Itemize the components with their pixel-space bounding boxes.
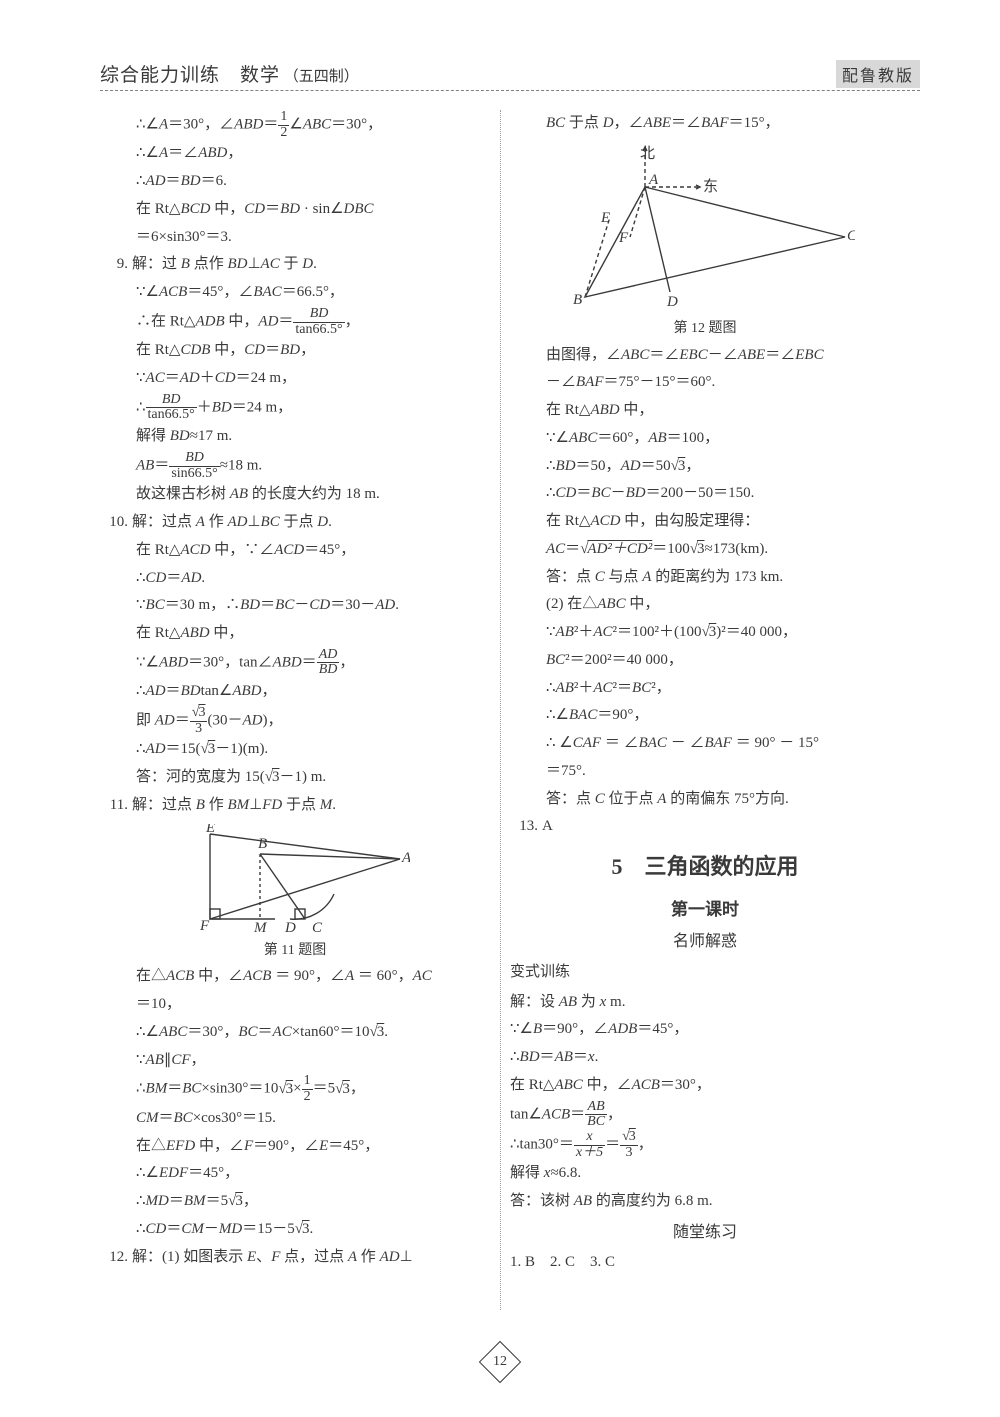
p12-l12: (2) 在△ABC 中， xyxy=(546,591,900,619)
p12-l10: AC＝AD²＋CD²＝1003≈173(km). xyxy=(546,536,900,564)
p12-l11: 答：点 C 与点 A 的距离约为 173 km. xyxy=(546,564,900,592)
p12-l13: ∵AB²＋AC²＝100²＋(1003)²＝40 000， xyxy=(546,619,900,647)
variant-title: 变式训练 xyxy=(510,959,900,987)
svg-text:E: E xyxy=(205,824,215,836)
p11-l8: 在△EFD 中，∠F＝90°，∠E＝45°， xyxy=(136,1133,490,1161)
p9-l4: 在 Rt△CDB 中，CD＝BD， xyxy=(136,337,490,365)
p12-l9: 在 Rt△ACD 中，由勾股定理得： xyxy=(546,508,900,536)
p9-l6: ∴BDtan66.5°＋BD＝24 m， xyxy=(136,393,490,423)
p12-l6: ∵∠ABC＝60°，AB＝100， xyxy=(546,425,900,453)
figure-12: 北 东 A E F B D C xyxy=(555,142,855,312)
p12-l15: ∴AB²＋AC²＝BC²， xyxy=(546,675,900,703)
p8-l5: ＝6×sin30°＝3. xyxy=(136,224,490,252)
p12-l14: BC²＝200²＝40 000， xyxy=(546,647,900,675)
p9-head: 9.解：过 B 点作 BD⊥AC 于 D. xyxy=(100,251,490,279)
p9-l9: 故这棵古杉树 AB 的长度大约为 18 m. xyxy=(136,481,490,509)
svg-text:北: 北 xyxy=(640,145,655,162)
svg-text:A: A xyxy=(401,850,410,866)
sec-b2: ∵∠B＝90°，∠ADB＝45°， xyxy=(510,1016,900,1044)
page-header: 综合能力训练 数学 （五四制） 配鲁教版 xyxy=(100,60,920,91)
p11-l6: ∴BM＝BC×sin30°＝103×12＝53， xyxy=(136,1074,490,1104)
p10-l10: 答：河的宽度为 15(3－1) m. xyxy=(136,764,490,792)
p12-l19: 答：点 C 位于点 A 的南偏东 75°方向. xyxy=(546,786,900,814)
p12-l3: 由图得，∠ABC＝∠EBC－∠ABE＝∠EBC xyxy=(546,342,900,370)
svg-text:D: D xyxy=(284,920,296,934)
sec-b5: tan∠ACB＝ABBC， xyxy=(510,1100,900,1130)
p12-head: 12.解：(1) 如图表示 E、F 点，过点 A 作 AD⊥ xyxy=(100,1244,490,1272)
p10-head: 10.解：过点 A 作 AD⊥BC 于点 D. xyxy=(100,509,490,537)
page-number: 12 xyxy=(485,1347,515,1377)
p11-cont: ∴CD＝CM－MD＝15－53. xyxy=(136,1216,490,1244)
p9-l8: AB＝BDsin66.5°≈18 m. xyxy=(136,451,490,481)
p12-l18: ＝75°. xyxy=(546,758,900,786)
p8-l1: ∴∠A＝30°，∠ABD＝12∠ABC＝30°， xyxy=(136,110,490,140)
figure-11: E B A F M D C xyxy=(180,824,410,934)
p9-l5: ∵AC＝AD＋CD＝24 m， xyxy=(136,365,490,393)
lesson-1-title: 第一课时 xyxy=(510,894,900,925)
p10-l5: 在 Rt△ABD 中， xyxy=(136,620,490,648)
sec-b8: 答：该树 AB 的高度约为 6.8 m. xyxy=(510,1188,900,1216)
p10-l9: ∴AD＝15(3－1)(m). xyxy=(136,736,490,764)
p10-l4: ∵BC＝30 m，∴BD＝BC－CD＝30－AD. xyxy=(136,592,490,620)
p11-l9: ∴∠EDF＝45°， xyxy=(136,1160,490,1188)
section-5-title: 5 三角函数的应用 xyxy=(510,847,900,888)
p8-l3: ∴AD＝BD＝6. xyxy=(136,168,490,196)
p8-l2: ∴∠A＝∠ABD， xyxy=(136,140,490,168)
sec-b3: ∴BD＝AB＝x. xyxy=(510,1044,900,1072)
p12-l17: ∴ ∠CAF ＝ ∠BAC － ∠BAF ＝ 90° － 15° xyxy=(546,730,900,758)
p11-l4: ∴∠ABC＝30°，BC＝AC×tan60°＝103. xyxy=(136,1019,490,1047)
svg-text:D: D xyxy=(666,294,678,310)
sec-b6: ∴tan30°＝xx＋5＝33， xyxy=(510,1130,900,1160)
svg-text:C: C xyxy=(847,228,855,244)
p11-head: 11.解：过点 B 作 BM⊥FD 于点 M. xyxy=(100,792,490,820)
figure-11-caption: 第 11 题图 xyxy=(100,938,490,964)
p11-l7: CM＝BC×cos30°＝15. xyxy=(136,1105,490,1133)
p10-l3: ∴CD＝AD. xyxy=(136,565,490,593)
header-left: 综合能力训练 数学 （五四制） xyxy=(100,60,359,87)
sec-b4: 在 Rt△ABC 中，∠ACB＝30°， xyxy=(510,1072,900,1100)
svg-text:东: 东 xyxy=(703,178,718,195)
practice-title: 随堂练习 xyxy=(510,1218,900,1248)
p11-l5: ∵AB∥CF， xyxy=(136,1047,490,1075)
p12-l16: ∴∠BAC＝90°， xyxy=(546,702,900,730)
svg-text:F: F xyxy=(618,230,629,246)
svg-text:E: E xyxy=(600,210,610,226)
sec-b1: 解：设 AB 为 x m. xyxy=(510,989,900,1017)
svg-text:C: C xyxy=(312,920,323,934)
p12-l4: －∠BAF＝75°－15°＝60°. xyxy=(546,369,900,397)
p12-l2: BC 于点 D，∠ABE＝∠BAF＝15°， xyxy=(546,110,900,138)
hint-title: 名师解惑 xyxy=(510,927,900,957)
p10-l2: 在 Rt△ACD 中，∵∠ACD＝45°， xyxy=(136,537,490,565)
p10-l6: ∵∠ABD＝30°，tan∠ABD＝ADBD， xyxy=(136,648,490,678)
p9-l2: ∵∠ACB＝45°，∠BAC＝66.5°， xyxy=(136,279,490,307)
p9-l3: ∴在 Rt△ADB 中，AD＝BDtan66.5°， xyxy=(136,307,490,337)
page-body: ∴∠A＝30°，∠ABD＝12∠ABC＝30°， ∴∠A＝∠ABD， ∴AD＝B… xyxy=(100,110,900,1310)
practice-answers: 1. B 2. C 3. C xyxy=(510,1249,900,1277)
p11-l3: ＝10， xyxy=(136,991,490,1019)
svg-text:M: M xyxy=(253,920,268,934)
p8-l4: 在 Rt△BCD 中，CD＝BD · sin∠DBC xyxy=(136,196,490,224)
svg-text:B: B xyxy=(258,836,267,852)
p12-l8: ∴CD＝BC－BD＝200－50＝150. xyxy=(546,480,900,508)
p10-l7: ∴AD＝BDtan∠ABD， xyxy=(136,678,490,706)
p12-l5: 在 Rt△ABD 中， xyxy=(546,397,900,425)
svg-text:A: A xyxy=(648,172,659,188)
header-edition: 配鲁教版 xyxy=(836,60,920,88)
p11-l2: 在△ACB 中，∠ACB ＝ 90°，∠A ＝ 60°，AC xyxy=(136,963,490,991)
sec-b7: 解得 x≈6.8. xyxy=(510,1160,900,1188)
p10-l8: 即 AD＝33(30－AD)， xyxy=(136,706,490,736)
svg-text:F: F xyxy=(199,918,210,934)
p13: 13.A xyxy=(510,813,900,841)
p11-l10: ∴MD＝BM＝53， xyxy=(136,1188,490,1216)
header-subtitle: （五四制） xyxy=(284,69,359,85)
p9-l7: 解得 BD≈17 m. xyxy=(136,423,490,451)
header-title: 综合能力训练 数学 xyxy=(100,65,280,86)
figure-12-caption: 第 12 题图 xyxy=(510,316,900,342)
svg-text:B: B xyxy=(573,292,582,308)
p12-l7: ∴BD＝50，AD＝503， xyxy=(546,453,900,481)
